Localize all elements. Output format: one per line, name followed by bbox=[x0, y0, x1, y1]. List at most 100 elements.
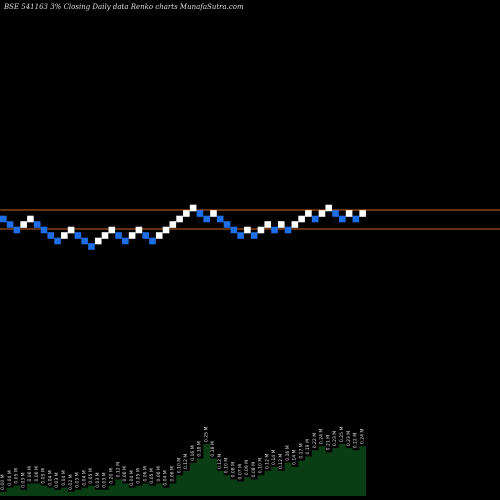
volume-area-fill bbox=[0, 444, 367, 496]
renko-brick-up bbox=[325, 204, 333, 212]
volume-label: 0.04 M bbox=[61, 470, 67, 485]
renko-brick-up bbox=[277, 221, 285, 228]
volume-label: 0.12 M bbox=[183, 454, 189, 469]
renko-brick-up bbox=[94, 237, 102, 245]
renko-brick-down bbox=[352, 215, 360, 223]
volume-label: 0.12 M bbox=[217, 454, 223, 469]
renko-brick-up bbox=[169, 221, 177, 228]
renko-brick-down bbox=[223, 221, 231, 228]
volume-label: 0.06 M bbox=[170, 466, 176, 481]
renko-brick-up bbox=[155, 232, 163, 239]
volume-label: 0.18 M bbox=[197, 441, 203, 456]
volume-label: 0.03 M bbox=[95, 472, 101, 487]
renko-brick-up bbox=[264, 221, 272, 228]
volume-label: 0.19 M bbox=[305, 439, 311, 454]
volume-label: 0.05 M bbox=[149, 468, 155, 483]
volume-label: 0.02 M bbox=[68, 474, 74, 489]
volume-label: 0.04 M bbox=[129, 470, 135, 485]
volume-labels: 0.00 M 0.04 M 0.05 M 0.03 M 0.06 M 0.06 M 0.05… bbox=[0, 427, 365, 490]
volume-label: 0.06 M bbox=[142, 466, 148, 481]
volume-label: 0.20 M bbox=[108, 468, 114, 483]
renko-brick-up bbox=[176, 215, 183, 223]
renko-brick-up bbox=[162, 226, 170, 234]
volume-label: 0.10 M bbox=[224, 458, 230, 473]
renko-brick-down bbox=[81, 237, 88, 245]
volume-label: 0.14 M bbox=[292, 449, 298, 464]
volume-label: 0.03 M bbox=[20, 472, 26, 487]
renko-brick-down bbox=[88, 243, 95, 250]
renko-brick-down bbox=[122, 237, 129, 245]
renko-brick-down bbox=[149, 237, 156, 245]
volume-label: 0.16 M bbox=[285, 445, 291, 460]
renko-brick-up bbox=[345, 210, 353, 217]
volume-label: 0.05 M bbox=[136, 468, 142, 483]
renko-brick-down bbox=[47, 232, 55, 239]
renko-brick-down bbox=[203, 215, 210, 223]
volume-label: 0.04 M bbox=[81, 470, 87, 485]
renko-brick-down bbox=[284, 226, 292, 234]
renko-brick-up bbox=[67, 226, 75, 234]
renko-brick-down bbox=[230, 226, 238, 234]
renko-brick-up bbox=[305, 210, 312, 217]
volume-label: 0.24 M bbox=[319, 429, 325, 444]
volume-label: 0.07 M bbox=[237, 464, 243, 479]
volume-label: 0.25 M bbox=[339, 427, 345, 442]
renko-bricks bbox=[0, 204, 366, 250]
renko-brick-up bbox=[318, 210, 326, 217]
volume-area bbox=[0, 444, 367, 496]
volume-label: 0.04 M bbox=[163, 470, 169, 485]
volume-label: 0.10 M bbox=[176, 458, 182, 473]
renko-brick-up bbox=[27, 215, 34, 223]
volume-label: 0.10 M bbox=[258, 458, 264, 473]
renko-brick-up bbox=[108, 226, 116, 234]
volume-label: 0.12 M bbox=[115, 462, 121, 477]
volume-label: 0.21 M bbox=[325, 435, 331, 450]
volume-label: 0.23 M bbox=[346, 431, 352, 446]
volume-label: 0.03 M bbox=[102, 472, 108, 487]
volume-label: 0.08 M bbox=[231, 462, 237, 477]
volume-label: 0.14 M bbox=[271, 449, 277, 464]
renko-brick-down bbox=[332, 210, 339, 217]
volume-label: 0.04 M bbox=[47, 470, 53, 485]
renko-brick-up bbox=[135, 226, 143, 234]
renko-brick-down bbox=[6, 221, 14, 228]
renko-brick-up bbox=[257, 226, 265, 234]
volume-label: 0.17 M bbox=[298, 443, 304, 458]
renko-brick-up bbox=[359, 210, 366, 217]
renko-brick-down bbox=[271, 226, 278, 234]
volume-label: 0.16 M bbox=[190, 445, 196, 460]
volume-label: 0.06 M bbox=[122, 466, 128, 481]
volume-label: 0.24 M bbox=[359, 429, 365, 444]
volume-label: 0.03 M bbox=[54, 472, 60, 487]
volume-label: 0.06 M bbox=[34, 466, 40, 481]
volume-label: 0.22 M bbox=[353, 433, 359, 448]
volume-label: 0.06 M bbox=[27, 466, 33, 481]
renko-brick-down bbox=[13, 226, 21, 234]
renko-brick-down bbox=[115, 232, 122, 239]
renko-brick-up bbox=[61, 232, 68, 239]
chart-symbol: BSE 541163 3% bbox=[4, 3, 62, 11]
volume-label: 0.18 M bbox=[210, 441, 216, 456]
renko-brick-up bbox=[244, 226, 251, 234]
renko-brick-down bbox=[33, 221, 41, 228]
renko-brick-down bbox=[237, 232, 244, 239]
volume-label: 0.05 M bbox=[41, 468, 47, 483]
renko-brick-down bbox=[0, 215, 7, 223]
volume-label: 0.12 M bbox=[264, 454, 270, 469]
volume-label: 0.22 M bbox=[312, 433, 318, 448]
volume-label: 0.05 M bbox=[88, 468, 94, 483]
volume-label: 0.00 M bbox=[0, 474, 6, 489]
renko-brick-down bbox=[216, 215, 224, 223]
volume-label: 0.03 M bbox=[75, 472, 81, 487]
renko-brick-down bbox=[196, 210, 204, 217]
chart-header: BSE 541163 3% Closing Daily data Renko c… bbox=[4, 3, 244, 11]
volume-label: 0.05 M bbox=[14, 468, 20, 483]
reference-lines bbox=[0, 209, 500, 230]
renko-brick-up bbox=[20, 221, 27, 228]
renko-brick-down bbox=[311, 215, 319, 223]
renko-brick-up bbox=[183, 210, 190, 217]
chart-description: Closing Daily data Renko charts MunafaSu… bbox=[63, 3, 244, 11]
renko-brick-down bbox=[54, 237, 61, 245]
volume-label: 0.06 M bbox=[156, 466, 162, 481]
renko-brick-up bbox=[101, 232, 109, 239]
